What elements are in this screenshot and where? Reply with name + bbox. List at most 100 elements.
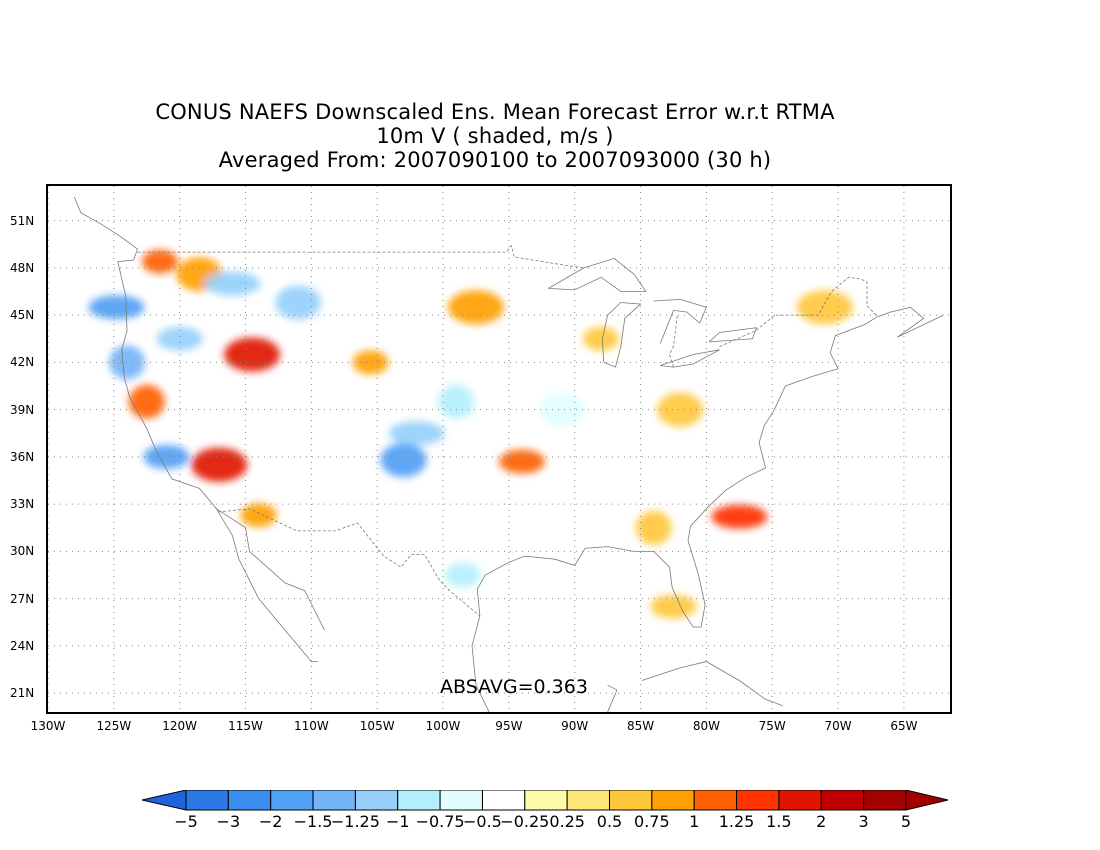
- colorbar: [142, 790, 949, 811]
- shaded-region: [650, 594, 697, 619]
- shaded-region: [204, 271, 261, 296]
- coastline: [476, 306, 944, 628]
- colorbar-low-arrow: [142, 790, 187, 811]
- colorbar-cell: [524, 790, 568, 811]
- colorbar-cell: [863, 790, 907, 811]
- lat-tick-label: 45N: [10, 308, 35, 323]
- lat-tick-label: 51N: [10, 213, 35, 228]
- shaded-region: [438, 384, 475, 419]
- coastline: [641, 661, 783, 707]
- shaded-region: [191, 447, 248, 482]
- shaded-region: [538, 392, 585, 427]
- shaded-region: [143, 444, 190, 469]
- lon-tick-label: 100W: [425, 719, 461, 733]
- coastline: [471, 615, 490, 712]
- colorbar-cell: [778, 790, 822, 811]
- border-line: [669, 315, 678, 368]
- map-title: CONUS NAEFS Downscaled Ens. Mean Forecas…: [0, 100, 990, 172]
- colorbar-cell: [270, 790, 314, 811]
- lon-tick-label: 80W: [692, 719, 720, 733]
- absavg-label: ABSAVG=0.363: [440, 676, 588, 698]
- colorbar-cell: [736, 790, 780, 811]
- shaded-region: [141, 249, 178, 274]
- colorbar-high-arrow: [905, 790, 949, 811]
- colorbar-tick-label: −0.25: [500, 812, 550, 831]
- colorbar-cell: [354, 790, 399, 811]
- shaded-region: [796, 290, 853, 325]
- shaded-region: [499, 449, 546, 474]
- border-line: [217, 508, 481, 617]
- lon-tick-label: 125W: [96, 719, 132, 733]
- lon-tick-label: 85W: [626, 719, 655, 733]
- political-borders: [137, 244, 878, 617]
- shaded-region: [388, 421, 445, 446]
- title-line-1: CONUS NAEFS Downscaled Ens. Mean Forecas…: [155, 100, 835, 124]
- border-line: [719, 276, 878, 347]
- lon-tick-label: 130W: [30, 719, 66, 733]
- colorbar-tick-label: −2: [258, 812, 283, 831]
- shaded-region: [128, 384, 165, 419]
- lat-tick-label: 30N: [10, 544, 35, 559]
- map-canvas: [48, 186, 950, 712]
- colorbar-tick-label: −3: [216, 812, 241, 831]
- lat-tick-label: 27N: [10, 591, 35, 606]
- colorbar-cell: [820, 790, 865, 811]
- shaded-region: [240, 503, 277, 528]
- shaded-region: [657, 392, 704, 427]
- shaded-region: [711, 504, 768, 529]
- lon-tick-label: 75W: [758, 719, 786, 733]
- colorbar-cell: [439, 790, 483, 811]
- coastline: [660, 349, 720, 368]
- lon-tick-label: 95W: [495, 719, 523, 733]
- lon-tick-label: 105W: [359, 719, 395, 733]
- shaded-region: [109, 345, 146, 380]
- lat-tick-label: 48N: [10, 260, 35, 275]
- lat-tick-label: 36N: [10, 449, 35, 464]
- shaded-region: [380, 443, 427, 478]
- shaded-region: [224, 337, 281, 372]
- colorbar-cell: [185, 790, 229, 811]
- colorbar-tick-label: 5: [900, 812, 912, 831]
- colorbar-tick-label: −1: [385, 812, 410, 831]
- shaded-region: [447, 290, 504, 325]
- colorbar-tick-label: −0.75: [415, 812, 465, 831]
- coastline: [653, 298, 707, 344]
- lat-tick-label: 24N: [10, 638, 35, 653]
- shaded-region: [275, 285, 322, 320]
- shaded-region: [156, 326, 203, 351]
- lon-tick-label: 110W: [293, 719, 329, 733]
- lon-tick-label: 120W: [162, 719, 198, 733]
- colorbar-tick-label: 2: [816, 812, 827, 831]
- colorbar-tick-label: 0.25: [549, 812, 585, 831]
- colorbar-tick-label: −0.5: [463, 812, 502, 831]
- colorbar-cell: [566, 790, 610, 811]
- lon-tick-label: 70W: [824, 719, 852, 733]
- coastline: [117, 261, 325, 631]
- coastline: [548, 257, 647, 292]
- colorbar-tick-label: 1: [689, 812, 700, 831]
- coastline: [607, 684, 618, 712]
- colorbar-tick-label: 3: [858, 812, 869, 831]
- colorbar-cell: [693, 790, 738, 811]
- shaded-region: [444, 562, 481, 587]
- colorbar-cell: [397, 790, 441, 811]
- lat-tick-label: 21N: [10, 686, 35, 701]
- coastline: [708, 327, 757, 343]
- lat-tick-label: 39N: [10, 402, 35, 417]
- colorbar-tick-label: 1.25: [718, 812, 755, 831]
- colorbar-tick-label: −1.5: [293, 812, 333, 831]
- shaded-region: [88, 295, 145, 320]
- lat-tick-label: 42N: [10, 355, 35, 370]
- colorbar-cell: [312, 790, 356, 811]
- coastline: [216, 508, 318, 662]
- coastline: [601, 302, 642, 368]
- lon-tick-label: 90W: [561, 719, 589, 733]
- colorbar-tick-label: −5: [174, 812, 198, 831]
- map-frame: [46, 184, 952, 714]
- lon-tick-label: 65W: [890, 719, 918, 733]
- title-line-3: Averaged From: 2007090100 to 2007093000 …: [218, 148, 772, 172]
- coastline: [73, 196, 138, 262]
- colorbar-tick-label: 0.5: [596, 812, 623, 831]
- shaded-region: [583, 326, 620, 351]
- shaded-region: [635, 510, 672, 545]
